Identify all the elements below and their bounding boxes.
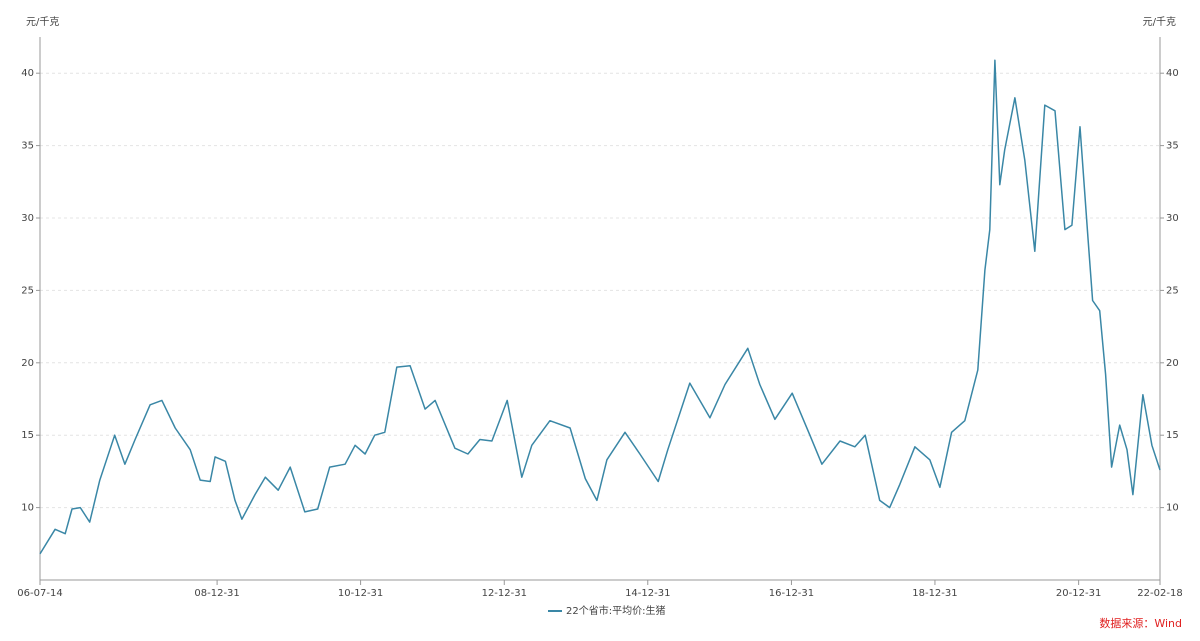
y2-tick-label: 10 bbox=[1166, 503, 1179, 514]
y2-tick-label: 15 bbox=[1166, 430, 1179, 441]
y-tick-label: 25 bbox=[21, 285, 34, 296]
y2-tick-label: 20 bbox=[1166, 358, 1179, 369]
x-tick-label: 06-07-14 bbox=[17, 588, 62, 599]
y-axis-label: 元/千克 bbox=[26, 16, 59, 28]
x-tick-label: 12-12-31 bbox=[482, 588, 527, 599]
x-tick-label: 10-12-31 bbox=[338, 588, 383, 599]
y-tick-label: 40 bbox=[21, 68, 34, 79]
x-tick-label: 14-12-31 bbox=[625, 588, 670, 599]
y2-tick-label: 35 bbox=[1166, 141, 1179, 152]
y-tick-label: 10 bbox=[21, 503, 34, 514]
x-tick-label: 22-02-18 bbox=[1137, 588, 1182, 599]
y-tick-label: 15 bbox=[21, 430, 34, 441]
y-tick-label: 35 bbox=[21, 141, 34, 152]
y-tick-label: 20 bbox=[21, 358, 34, 369]
x-tick-label: 20-12-31 bbox=[1056, 588, 1101, 599]
series-line bbox=[39, 59, 1161, 555]
y2-tick-label: 25 bbox=[1166, 285, 1179, 296]
y2-tick-label: 30 bbox=[1166, 213, 1179, 224]
y-tick-label: 30 bbox=[21, 213, 34, 224]
x-tick-label: 08-12-31 bbox=[194, 588, 239, 599]
y2-axis-label: 元/千克 bbox=[1143, 16, 1176, 28]
source: 数据来源：Wind bbox=[1099, 616, 1182, 630]
legend-label: 22个省市:平均价:生猪 bbox=[566, 604, 665, 617]
y2-tick-label: 40 bbox=[1166, 68, 1179, 79]
x-tick-label: 18-12-31 bbox=[912, 588, 957, 599]
x-tick-label: 16-12-31 bbox=[769, 588, 814, 599]
